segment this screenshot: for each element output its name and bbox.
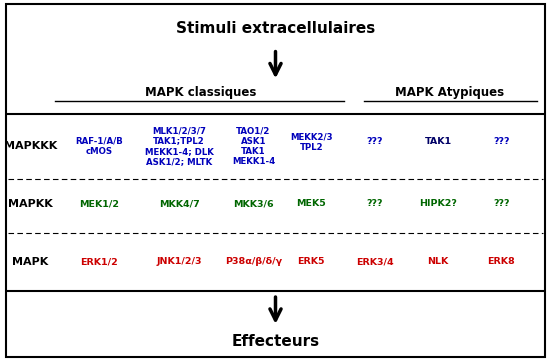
Text: Stimuli extracellulaires: Stimuli extracellulaires (176, 21, 375, 36)
Text: MAPKKK: MAPKKK (4, 141, 57, 151)
Text: MAPK classiques: MAPK classiques (145, 86, 257, 99)
Text: TAK1: TAK1 (424, 138, 452, 146)
Text: ERK1/2: ERK1/2 (80, 257, 118, 266)
Text: JNK1/2/3: JNK1/2/3 (156, 257, 202, 266)
Text: ERK3/4: ERK3/4 (356, 257, 393, 266)
Text: ???: ??? (366, 200, 383, 208)
Text: RAF-1/A/B
cMOS: RAF-1/A/B cMOS (75, 136, 123, 156)
Text: ERK5: ERK5 (298, 257, 325, 266)
Text: MEK1/2: MEK1/2 (79, 200, 119, 208)
Text: ???: ??? (493, 200, 510, 208)
Text: MKK3/6: MKK3/6 (233, 200, 274, 208)
Text: MEK5: MEK5 (296, 200, 326, 208)
Text: ???: ??? (366, 138, 383, 146)
Text: MAPK: MAPK (12, 257, 48, 267)
Text: MAPKK: MAPKK (8, 199, 53, 209)
Text: TAO1/2
ASK1
TAK1
MEKK1-4: TAO1/2 ASK1 TAK1 MEKK1-4 (232, 126, 275, 166)
Text: MEKK2/3
TPL2: MEKK2/3 TPL2 (290, 132, 333, 152)
FancyBboxPatch shape (6, 4, 545, 357)
Text: P38α/β/δ/γ: P38α/β/δ/γ (225, 257, 282, 266)
Text: ???: ??? (493, 138, 510, 146)
Text: MKK4/7: MKK4/7 (159, 200, 199, 208)
Text: ERK8: ERK8 (488, 257, 515, 266)
Text: MAPK Atypiques: MAPK Atypiques (395, 86, 504, 99)
Text: HIPK2?: HIPK2? (419, 200, 457, 208)
Text: NLK: NLK (428, 257, 449, 266)
Text: Effecteurs: Effecteurs (231, 334, 320, 349)
Text: MLK1/2/3/7
TAK1;TPL2
MEKK1-4; DLK
ASK1/2; MLTK: MLK1/2/3/7 TAK1;TPL2 MEKK1-4; DLK ASK1/2… (144, 126, 214, 166)
